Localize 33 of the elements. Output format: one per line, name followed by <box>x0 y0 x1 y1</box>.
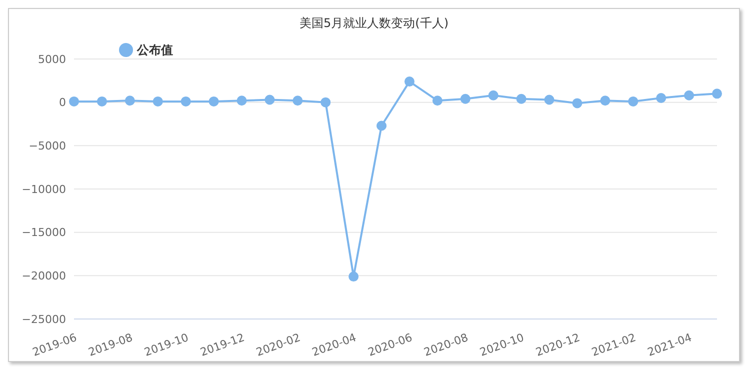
point <box>152 96 163 106</box>
point <box>69 96 79 106</box>
point <box>460 94 470 104</box>
point <box>96 96 107 106</box>
chart-title: 美国5月就业人数变动(千人) <box>298 15 450 32</box>
point <box>208 96 219 106</box>
point <box>348 272 359 282</box>
point <box>124 96 135 106</box>
y-tick-label: −20000 <box>22 270 66 283</box>
y-tick-label: −25000 <box>22 312 66 326</box>
y-tick-label: −10000 <box>22 182 66 196</box>
y-tick-label: 5000 <box>38 52 66 66</box>
y-tick-label: 0 <box>59 96 66 110</box>
point <box>572 98 582 108</box>
point <box>712 88 722 99</box>
point <box>292 96 303 106</box>
point <box>628 96 638 106</box>
point <box>432 96 442 106</box>
y-tick-label: −5000 <box>28 140 66 153</box>
legend-label: 公布值 <box>137 43 173 57</box>
point <box>376 120 387 131</box>
point <box>684 90 694 100</box>
point <box>516 94 526 104</box>
point <box>264 94 275 105</box>
point <box>236 96 247 106</box>
point <box>544 94 554 105</box>
point <box>180 96 191 106</box>
point <box>488 90 498 100</box>
point <box>320 97 331 108</box>
point <box>404 76 414 87</box>
y-tick-label: −15000 <box>22 226 66 240</box>
point <box>656 93 666 103</box>
point <box>600 96 610 106</box>
